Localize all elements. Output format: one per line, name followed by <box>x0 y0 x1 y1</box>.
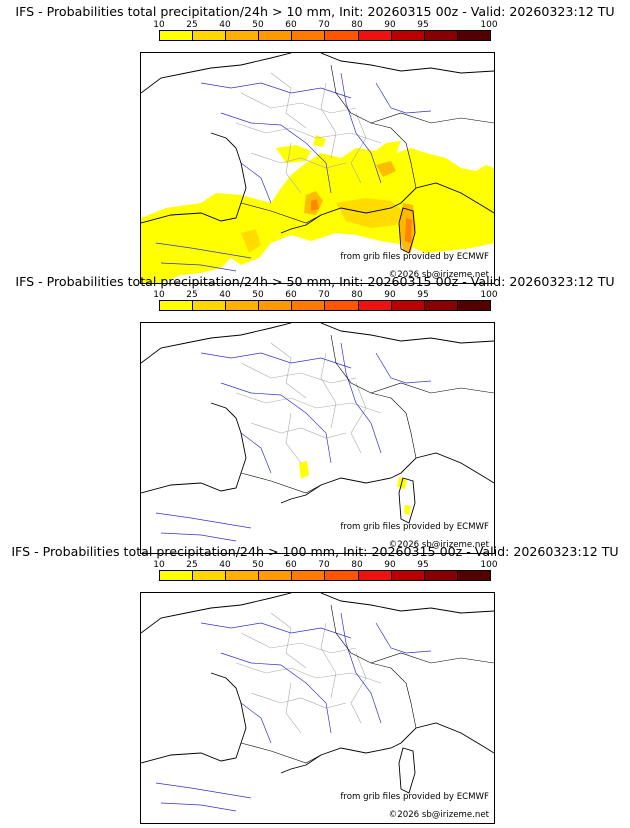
admin-borders <box>235 342 382 464</box>
scale-tick-label: 70 <box>318 560 330 570</box>
scale-swatch <box>325 571 359 580</box>
scale-tick-label: 60 <box>285 20 297 30</box>
scale-swatch <box>160 31 194 40</box>
panel-50mm: IFS - Probabilities total precipitation/… <box>0 274 630 554</box>
scale-tick-label: 95 <box>417 290 429 300</box>
scale-swatch <box>424 571 458 580</box>
map-svg <box>141 593 494 812</box>
copyright-text: ©2026 sb@irizeme.net <box>388 810 489 820</box>
map-title: IFS - Probabilities total precipitation/… <box>15 4 615 19</box>
color-scale: 10 25 40 50 60 70 80 90 95 100 <box>153 290 498 320</box>
scale-ticks: 10 25 40 50 60 70 80 90 95 100 <box>153 560 497 570</box>
scale-tick-label: 90 <box>384 560 396 570</box>
scale-tick-label: 10 <box>153 560 165 570</box>
scale-swatch <box>259 301 293 310</box>
admin-borders <box>235 72 382 194</box>
scale-tick-label: 95 <box>417 560 429 570</box>
map-svg <box>141 53 494 283</box>
scale-swatch <box>457 31 490 40</box>
scale-tick-label: 25 <box>186 20 198 30</box>
scale-swatch <box>160 571 194 580</box>
map-title: IFS - Probabilities total precipitation/… <box>11 544 619 559</box>
scale-tick-label: 100 <box>480 290 498 300</box>
scale-tick-label: 50 <box>252 560 264 570</box>
scale-tick-label: 10 <box>153 290 165 300</box>
scale-swatch <box>391 301 425 310</box>
precip-fill <box>141 135 494 283</box>
scale-tick-label: 10 <box>153 20 165 30</box>
country-borders <box>240 334 494 494</box>
scale-swatch <box>292 571 326 580</box>
scale-swatch <box>424 31 458 40</box>
scale-swatch <box>193 571 227 580</box>
scale-swatch <box>358 571 392 580</box>
scale-tick-label: 90 <box>384 20 396 30</box>
scale-tick-label: 60 <box>285 560 297 570</box>
map-50mm: from grib files provided by ECMWF ©2026 … <box>140 322 495 554</box>
panel-100mm: IFS - Probabilities total precipitation/… <box>0 544 630 824</box>
scale-bar <box>159 300 491 311</box>
rivers <box>155 342 432 542</box>
scale-swatch <box>457 571 490 580</box>
scale-tick-label: 25 <box>186 560 198 570</box>
scale-tick-label: 40 <box>219 560 231 570</box>
scale-tick-label: 100 <box>480 560 498 570</box>
scale-bar <box>159 570 491 581</box>
scale-swatch <box>457 301 490 310</box>
map-title: IFS - Probabilities total precipitation/… <box>15 274 615 289</box>
credit-text: from grib files provided by ECMWF <box>340 522 489 532</box>
credit-text: from grib files provided by ECMWF <box>340 252 489 262</box>
country-borders <box>240 64 494 224</box>
scale-swatch <box>325 301 359 310</box>
scale-tick-label: 40 <box>219 20 231 30</box>
scale-swatch <box>226 31 260 40</box>
scale-swatch <box>226 301 260 310</box>
scale-swatch <box>193 31 227 40</box>
coastline <box>141 323 494 524</box>
scale-tick-label: 70 <box>318 20 330 30</box>
coastline <box>141 593 494 794</box>
scale-swatch <box>424 301 458 310</box>
scale-swatch <box>358 31 392 40</box>
scale-tick-label: 100 <box>480 20 498 30</box>
scale-swatch <box>193 301 227 310</box>
scale-tick-label: 95 <box>417 20 429 30</box>
scale-tick-label: 80 <box>351 560 363 570</box>
map-svg <box>141 323 494 542</box>
map-10mm: from grib files provided by ECMWF ©2026 … <box>140 52 495 284</box>
scale-swatch <box>391 31 425 40</box>
scale-tick-label: 90 <box>384 290 396 300</box>
credit-text: from grib files provided by ECMWF <box>340 792 489 802</box>
country-borders <box>240 604 494 764</box>
scale-ticks: 10 25 40 50 60 70 80 90 95 100 <box>153 290 497 300</box>
scale-swatch <box>358 301 392 310</box>
copyright-text: ©2026 sb@irizeme.net <box>388 270 489 280</box>
scale-tick-label: 70 <box>318 290 330 300</box>
rivers <box>155 72 432 272</box>
scale-tick-label: 50 <box>252 20 264 30</box>
color-scale: 10 25 40 50 60 70 80 90 95 100 <box>153 560 498 590</box>
map-100mm: from grib files provided by ECMWF ©2026 … <box>140 592 495 824</box>
scale-tick-label: 80 <box>351 20 363 30</box>
scale-swatch <box>259 571 293 580</box>
panel-10mm: IFS - Probabilities total precipitation/… <box>0 4 630 284</box>
scale-swatch <box>325 31 359 40</box>
color-scale: 10 25 40 50 60 70 80 90 95 100 <box>153 20 498 50</box>
scale-bar <box>159 30 491 41</box>
scale-swatch <box>160 301 194 310</box>
scale-tick-label: 60 <box>285 290 297 300</box>
scale-tick-label: 80 <box>351 290 363 300</box>
copyright-text: ©2026 sb@irizeme.net <box>388 540 489 550</box>
scale-tick-label: 25 <box>186 290 198 300</box>
scale-tick-label: 50 <box>252 290 264 300</box>
scale-tick-label: 40 <box>219 290 231 300</box>
admin-borders <box>235 612 382 734</box>
scale-swatch <box>292 301 326 310</box>
scale-swatch <box>259 31 293 40</box>
scale-swatch <box>226 571 260 580</box>
scale-swatch <box>292 31 326 40</box>
scale-ticks: 10 25 40 50 60 70 80 90 95 100 <box>153 20 497 30</box>
scale-swatch <box>391 571 425 580</box>
rivers <box>155 612 432 812</box>
